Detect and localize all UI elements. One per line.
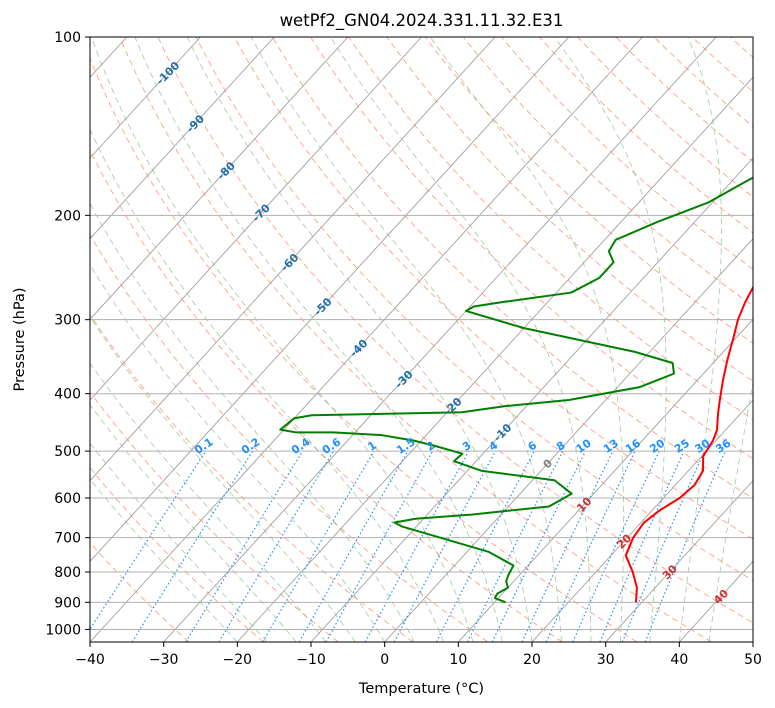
dry-adiabat-line [119, 37, 712, 642]
x-tick-label: 20 [523, 652, 541, 668]
y-tick-label: 100 [54, 30, 81, 46]
dry-adiabat-line [90, 57, 638, 642]
x-tick-label: 30 [597, 652, 615, 668]
moist-adiabat-line [90, 37, 474, 642]
chart-title: wetPf2_GN04.2024.331.11.32.E31 [280, 11, 564, 31]
isotherm-line [90, 37, 275, 240]
y-tick-label: 800 [54, 565, 81, 581]
dry-adiabat-line [157, 37, 753, 624]
profile-lines [279, 176, 753, 604]
dry-adiabat-line [90, 542, 190, 642]
y-tick-label: 700 [54, 531, 81, 547]
x-tick-label: −20 [223, 652, 253, 668]
mixing-ratio-line [599, 450, 685, 642]
isotherm-line [236, 76, 753, 642]
x-tick-label: 50 [744, 652, 762, 668]
y-tick-label: 400 [54, 387, 81, 403]
mixing-ratio-line [644, 450, 726, 642]
mixing-ratio-line [491, 450, 587, 642]
temperature-profile-line [624, 285, 753, 603]
isotherm-line [90, 37, 349, 320]
mixing-ratio-line [364, 450, 470, 642]
isotherm-line [90, 37, 496, 482]
x-tick-label: −40 [75, 652, 105, 668]
moist-adiabat-line [90, 316, 356, 642]
dry-adiabat-line [90, 233, 488, 642]
isotherm-line [90, 37, 570, 562]
mixing-ratio-line [131, 450, 254, 642]
moist-adiabat-line [134, 37, 503, 642]
moist-adiabat-line [429, 37, 625, 642]
y-tick-label: 600 [54, 491, 81, 507]
horizontal-gridlines [90, 37, 753, 630]
dry-adiabat-line [386, 37, 753, 382]
dry-adiabat-line [90, 467, 264, 642]
plot-frame [89, 36, 754, 643]
isotherm-line [384, 238, 753, 642]
isotherm-line [90, 37, 201, 159]
moist-adiabat-line [186, 37, 533, 642]
dewpoint-profile-line [279, 176, 753, 604]
x-tick-label: −10 [296, 652, 326, 668]
y-tick-label: 300 [54, 313, 81, 329]
background-lines [90, 37, 753, 642]
dry-adiabat-line [233, 37, 753, 540]
isotherm-line [90, 37, 422, 401]
isotherm-line [457, 318, 753, 642]
moist-adiabat-line [90, 202, 415, 642]
mixing-ratio-line [393, 450, 497, 642]
isotherm-line [90, 37, 643, 642]
x-axis-ticks: −40 −30 −20 −10 0 10 20 30 40 50 [75, 642, 762, 668]
y-tick-label: 1000 [45, 622, 81, 638]
moist-adiabat-line [708, 380, 753, 642]
isotherm-line [163, 37, 717, 642]
y-axis-ticks: 100 200 300 400 500 600 700 800 900 1000 [45, 30, 90, 638]
x-axis-title: Temperature (°C) [358, 681, 484, 697]
y-axis-title: Pressure (hPa) [12, 287, 28, 391]
x-tick-label: 10 [449, 652, 467, 668]
moist-adiabat-line [678, 37, 722, 642]
moist-adiabat-line [90, 404, 297, 642]
y-tick-label: 900 [54, 595, 81, 611]
moist-adiabat-line [250, 37, 562, 642]
y-tick-label: 200 [54, 208, 81, 224]
dry-adiabat-line [195, 37, 753, 582]
x-tick-label: 0 [380, 652, 389, 668]
x-tick-label: 40 [670, 652, 688, 668]
dry-adiabat-line [348, 37, 753, 421]
mixing-ratio-line [90, 450, 207, 631]
dry-adiabat-line [310, 37, 753, 460]
mixing-ratio-line [572, 450, 660, 642]
dry-adiabat-line [272, 37, 753, 500]
mixing-ratio-line [466, 450, 564, 642]
moist-adiabat-line [90, 128, 445, 642]
moist-adiabat-line [90, 263, 386, 642]
moist-adiabat-line [554, 37, 667, 642]
mixing-ratio-line [325, 450, 434, 642]
isotherm-line [605, 480, 753, 642]
isotherm-line [531, 399, 753, 642]
mixing-ratio-line [185, 450, 304, 642]
y-tick-label: 500 [54, 444, 81, 460]
x-tick-label: −30 [149, 652, 179, 668]
moist-adiabat-line [90, 362, 327, 642]
moist-adiabat-line [330, 37, 592, 642]
